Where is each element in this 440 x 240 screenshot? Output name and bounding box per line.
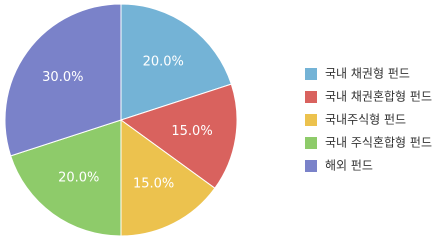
legend-swatch	[305, 114, 317, 126]
legend-swatch	[305, 160, 317, 172]
legend-label: 국내 주식혼합형 펀드	[325, 136, 432, 150]
slice-label: 15.0%	[171, 124, 212, 139]
slice-label: 20.0%	[143, 54, 184, 69]
legend-label: 국내주식형 펀드	[325, 113, 406, 127]
pie-slice	[120, 119, 216, 237]
pie-slice	[10, 119, 122, 237]
legend-swatch	[305, 68, 317, 80]
legend-swatch	[305, 91, 317, 103]
pie-slice	[4, 3, 122, 157]
slice-label: 30.0%	[42, 70, 83, 85]
pie-slice	[119, 83, 238, 189]
legend-label: 국내 채권혼합형 펀드	[325, 90, 432, 104]
legend-swatch	[305, 137, 317, 149]
slice-label: 15.0%	[133, 177, 174, 192]
legend-label: 해외 펀드	[325, 159, 373, 173]
legend-label: 국내 채권형 펀드	[325, 67, 410, 81]
slice-label: 20.0%	[58, 171, 99, 186]
pie-slice	[120, 3, 232, 121]
